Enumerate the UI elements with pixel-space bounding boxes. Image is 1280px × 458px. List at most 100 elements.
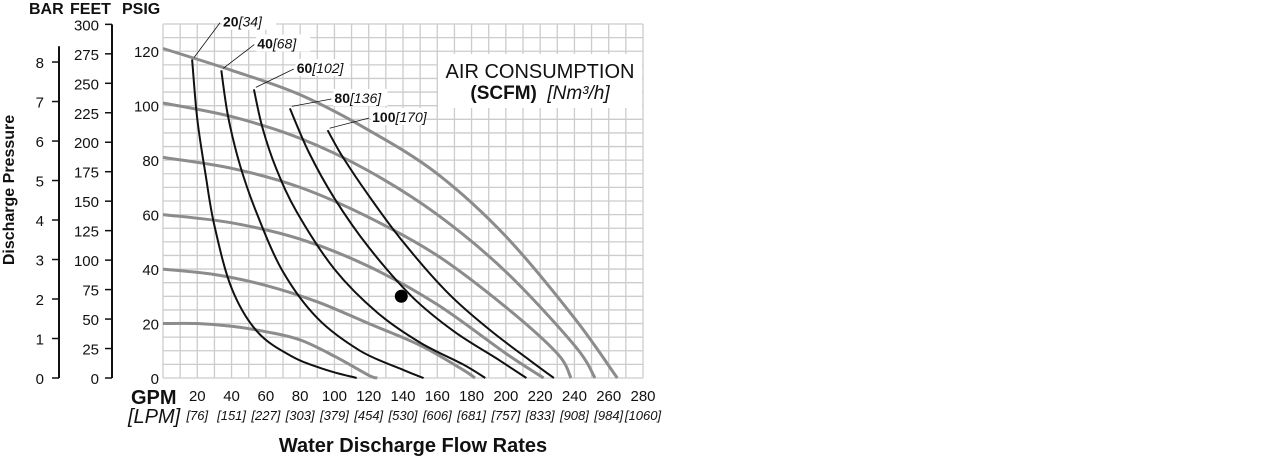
air-curve-label-scfm: 80: [334, 90, 350, 106]
air-curve: [191, 59, 357, 379]
air-curve-label: 20[34]: [223, 14, 263, 30]
lpm-tick-label: [833]: [525, 408, 555, 423]
lpm-tick-label: [379]: [319, 408, 349, 423]
bar-axis-header: BAR: [29, 1, 64, 18]
bar-tick-label: 5: [36, 174, 44, 191]
gpm-tick-label: 200: [493, 388, 518, 405]
lpm-tick-label: [606]: [422, 408, 452, 423]
bar-tick-label: 7: [36, 95, 44, 112]
air-curve-label-bg: [295, 59, 350, 77]
lpm-tick-label: [757]: [490, 408, 520, 423]
air-curve-leader: [291, 98, 332, 107]
psig-tick-label: 60: [142, 208, 159, 225]
air-curve-label-nm3h: [170]: [395, 109, 428, 125]
feet-tick-label: 175: [74, 165, 99, 182]
air-curve-label-nm3h: [136]: [349, 90, 382, 106]
feet-tick-label: 75: [82, 283, 99, 300]
air-consumption-legend: AIR CONSUMPTION (SCFM) [Nm³/h]: [446, 61, 635, 104]
psig-tick-label: 20: [142, 317, 159, 334]
lpm-tick-label: [76]: [185, 408, 208, 423]
gpm-tick-label: 180: [459, 388, 484, 405]
air-curve-label-bg: [222, 12, 276, 30]
air-curve-leader: [223, 44, 255, 69]
feet-tick-label: 25: [82, 342, 99, 359]
air-curves: 20[34] 40[68]60[102] 80[136] 100[170]: [191, 12, 555, 379]
bar-tick-label: 0: [36, 371, 44, 388]
x-ticks: 20 [76] 40 [151] 60 [227] 80 [303] 100 [379] 120 [4…: [185, 388, 661, 423]
air-curve-label-bg: [256, 34, 311, 52]
air-curve: [252, 89, 486, 379]
pressure-curve: [162, 321, 378, 380]
air-curve-label-scfm: 40: [257, 36, 273, 52]
air-curve: [288, 108, 527, 379]
air-curve-leader: [329, 117, 370, 129]
lpm-tick-label: [151]: [216, 408, 246, 423]
psig-tick-label: 0: [151, 371, 159, 388]
feet-axis-header: FEET: [70, 1, 111, 18]
lpm-label: [LPM]: [127, 406, 181, 428]
lpm-tick-label: [681]: [456, 408, 486, 423]
gpm-tick-label: 40: [223, 388, 240, 405]
gpm-tick-label: 260: [596, 388, 621, 405]
air-curve: [326, 129, 555, 379]
gpm-label: GPM: [131, 387, 177, 409]
bar-tick-label: 6: [36, 134, 44, 151]
pressure-curve: [162, 101, 597, 379]
bar-tick-label: 3: [36, 253, 44, 270]
pressure-curve: [162, 267, 476, 380]
gpm-tick-label: 100: [322, 388, 347, 405]
air-curve-leader: [193, 22, 221, 58]
pressure-curve: [162, 155, 573, 379]
legend-units: (SCFM) [Nm³/h]: [470, 83, 610, 104]
gpm-tick-label: 160: [425, 388, 450, 405]
feet-tick-label: 100: [74, 253, 99, 270]
gpm-tick-label: 240: [562, 388, 587, 405]
air-curve-label-scfm: 100: [372, 109, 396, 125]
legend-title: AIR CONSUMPTION: [446, 61, 635, 83]
feet-tick-label: 125: [74, 224, 99, 241]
lpm-tick-label: [1060]: [624, 408, 662, 423]
legend-units-nm3h: [Nm³/h]: [546, 83, 610, 104]
feet-tick-label: 150: [74, 194, 99, 211]
air-curve-label-scfm: 20: [223, 14, 239, 30]
gpm-tick-label: 80: [292, 388, 309, 405]
air-curve-label-bg: [371, 108, 426, 126]
legend-box: [438, 54, 642, 108]
feet-tick-label: 0: [91, 371, 99, 388]
feet-axis: 0 25 50 75 100 125 150 175 200 225 250 275 300: [74, 17, 113, 388]
gpm-tick-label: 140: [390, 388, 415, 405]
lpm-tick-label: [984]: [593, 408, 623, 423]
bar-tick-label: 2: [36, 292, 44, 309]
air-curve-label-scfm: 60: [297, 60, 313, 76]
air-curve-label: 100[170]: [372, 109, 428, 125]
psig-tick-label: 80: [142, 153, 159, 170]
gpm-tick-label: 120: [356, 388, 381, 405]
lpm-tick-label: [454]: [353, 408, 383, 423]
air-curve-label: 60[102]: [297, 60, 345, 76]
gpm-tick-label: 280: [630, 388, 655, 405]
pressure-curve: [162, 47, 619, 379]
legend-units-scfm: (SCFM): [470, 83, 536, 104]
bar-tick-label: 1: [36, 332, 44, 349]
feet-tick-label: 200: [74, 135, 99, 152]
psig-axis-header: PSIG: [122, 1, 160, 18]
plot-area: 0 20 40 60 80 100 120 20 [76] 40 [151] 60 [227] 80 [30…: [134, 12, 661, 423]
psig-ticks: 0 20 40 60 80 100 120: [134, 44, 159, 388]
air-curve-label-bg: [333, 88, 388, 106]
y-axis-title: Discharge Pressure: [1, 115, 18, 265]
gpm-tick-label: 20: [189, 388, 206, 405]
gpm-tick-label: 60: [258, 388, 275, 405]
feet-tick-label: 50: [82, 312, 99, 329]
gpm-tick-label: 220: [528, 388, 553, 405]
operating-point: [394, 289, 408, 303]
lpm-tick-label: [908]: [559, 408, 589, 423]
air-curve-label: 40[68]: [257, 36, 297, 52]
air-curve: [220, 70, 424, 379]
psig-tick-label: 120: [134, 44, 159, 61]
psig-tick-label: 100: [134, 99, 159, 116]
psig-tick-label: 40: [142, 262, 159, 279]
feet-tick-label: 250: [74, 76, 99, 93]
feet-tick-label: 225: [74, 106, 99, 123]
air-curve-label-nm3h: [102]: [311, 60, 344, 76]
